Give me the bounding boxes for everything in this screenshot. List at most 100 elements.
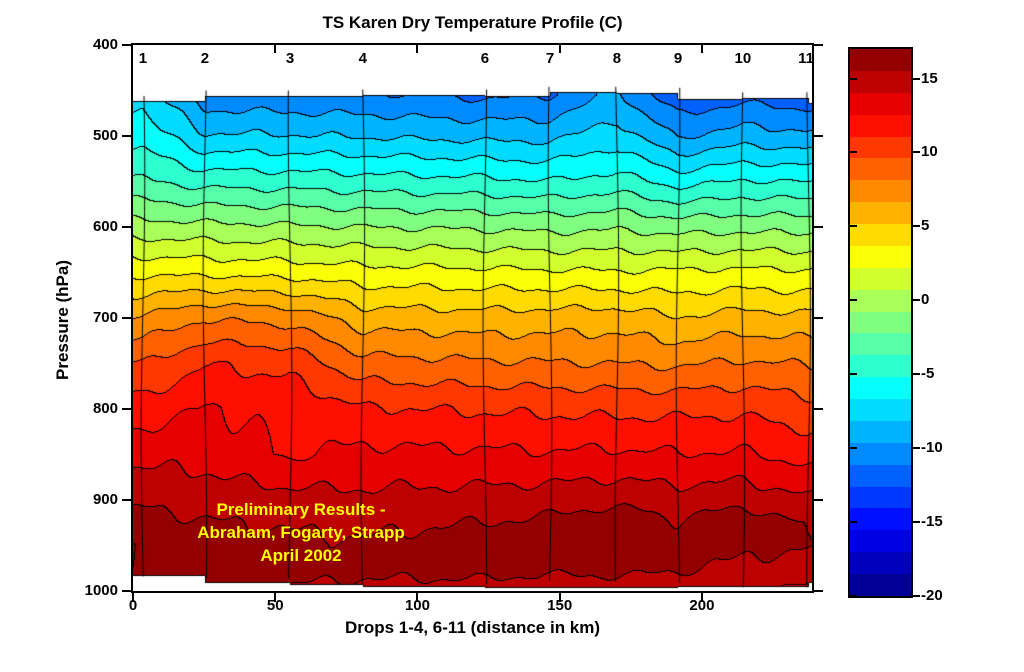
colorbar-band [850, 180, 911, 203]
drop-label: 7 [545, 50, 555, 67]
colorbar-band [850, 399, 911, 422]
y-tick-mark [122, 590, 131, 592]
y-tick-mark-right [814, 408, 823, 410]
colorbar-band [850, 92, 911, 116]
x-tick-mark [700, 593, 703, 602]
colorbar-tick-label: -5 [921, 365, 935, 383]
contour-canvas [133, 45, 812, 591]
y-tick-label: 500 [92, 127, 118, 144]
y-tick-mark-right [814, 317, 823, 319]
drop-label: 9 [673, 50, 683, 67]
colorbar-tick-label: -15 [921, 513, 943, 531]
colorbar-band [850, 267, 911, 291]
drop-label: 3 [285, 50, 295, 67]
colorbar-tick-mark-right [913, 521, 920, 524]
colorbar-band [850, 574, 911, 597]
x-tick-label: 0 [128, 597, 138, 614]
y-tick-label: 600 [92, 218, 118, 235]
y-tick-mark-right [814, 226, 823, 228]
x-tick-label: 150 [547, 597, 573, 614]
drop-label: 1 [138, 50, 148, 67]
x-tick-label: 100 [404, 597, 430, 614]
colorbar-band [850, 508, 911, 531]
annotation-line: April 2002 [260, 546, 342, 565]
colorbar-tick-label: -20 [921, 587, 943, 604]
y-tick-mark [122, 408, 131, 410]
y-tick-mark [122, 317, 131, 319]
y-tick-label: 700 [92, 309, 118, 326]
y-tick-mark [122, 226, 131, 228]
colorbar-tick-mark [850, 521, 857, 524]
colorbar-tick-mark-right [913, 299, 920, 302]
colorbar [848, 47, 913, 598]
colorbar-tick-mark [850, 299, 857, 302]
drop-label: 10 [734, 50, 752, 67]
drop-label: 6 [480, 50, 490, 67]
x-tick-label: 200 [689, 597, 715, 614]
x-tick-mark-top [416, 45, 419, 53]
x-tick-mark-top [700, 45, 703, 53]
colorbar-band [850, 311, 911, 334]
colorbar-tick-label: 10 [921, 143, 938, 161]
y-tick-mark [122, 499, 131, 501]
colorbar-band [850, 202, 911, 225]
drop-label: 4 [358, 50, 367, 67]
drop-label: 8 [612, 50, 622, 67]
y-tick-label: 400 [92, 36, 118, 53]
y-tick-mark [122, 135, 131, 137]
colorbar-tick-mark [850, 595, 857, 597]
colorbar-tick-mark [850, 373, 857, 376]
x-tick-mark-top [558, 45, 561, 53]
colorbar-tick-mark [850, 151, 857, 154]
colorbar-tick-mark [850, 447, 857, 450]
y-tick-mark-right [814, 499, 823, 501]
x-tick-mark [558, 593, 561, 602]
colorbar-band [850, 420, 911, 444]
colorbar-band [850, 289, 911, 313]
colorbar-tick-mark-right [913, 447, 920, 450]
x-tick-mark [132, 593, 134, 602]
colorbar-band [850, 49, 911, 72]
colorbar-tick-mark-right [913, 373, 920, 376]
colorbar-band [850, 70, 911, 94]
plot-area: Preliminary Results - Abraham, Fogarty, … [131, 43, 814, 593]
annotation: Preliminary Results - Abraham, Fogarty, … [151, 498, 451, 567]
y-tick-mark-right [814, 44, 823, 46]
colorbar-band [850, 136, 911, 159]
colorbar-band [850, 486, 911, 509]
chart-title: TS Karen Dry Temperature Profile (C) [322, 13, 623, 32]
x-tick-mark-top [274, 45, 277, 53]
colorbar-tick-mark-right [913, 77, 920, 80]
colorbar-tick-label: 5 [921, 217, 930, 235]
colorbar-band [850, 442, 911, 466]
annotation-line: Abraham, Fogarty, Strapp [197, 523, 405, 542]
x-tick-mark [274, 593, 277, 602]
y-tick-label: 1000 [84, 582, 118, 599]
y-tick-label: 900 [92, 491, 118, 508]
y-tick-mark-right [814, 135, 823, 137]
y-tick-mark-right [814, 590, 823, 592]
colorbar-tick-label: -10 [921, 439, 943, 457]
colorbar-tick-mark [850, 77, 857, 80]
colorbar-band [850, 245, 911, 269]
colorbar-tick-mark-right [913, 151, 920, 154]
colorbar-band [850, 464, 911, 488]
drop-label: 11 [798, 50, 814, 67]
y-tick-label: 800 [92, 400, 118, 417]
colorbar-band [850, 114, 911, 137]
colorbar-band [850, 530, 911, 553]
annotation-line: Preliminary Results - [216, 500, 386, 519]
colorbar-band [850, 333, 911, 356]
x-tick-label: 50 [266, 597, 284, 614]
colorbar-band [850, 377, 911, 400]
colorbar-band [850, 552, 911, 575]
colorbar-tick-label: 0 [921, 291, 930, 309]
x-axis-label: Drops 1-4, 6-11 (distance in km) [344, 618, 601, 637]
colorbar-tick-mark-right [913, 595, 920, 597]
colorbar-band [850, 158, 911, 181]
colorbar-tick-mark-right [913, 225, 920, 228]
colorbar-tick-mark [850, 225, 857, 228]
y-tick-mark [122, 44, 131, 46]
colorbar-tick-label: 15 [921, 69, 938, 87]
